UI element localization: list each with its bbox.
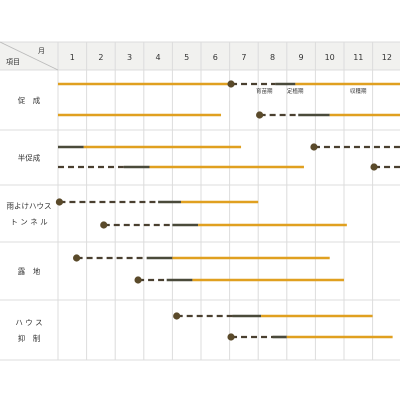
sowing-dot-4-0-0 [173,312,181,320]
group-label-0-0: 促 成 [18,95,41,105]
sowing-dot-1-0-0 [310,143,318,151]
month-tick-11: 11 [353,53,363,62]
group-label-4-1: 抑 制 [18,333,41,343]
phase-label-harvest: 収穫期 [350,87,367,95]
phase-label-planting: 定植期 [287,87,304,95]
month-ticks: 1 2 3 4 5 6 7 8 9 10 11 12 [70,53,392,62]
sowing-dot-0-1-0 [256,111,264,119]
sowing-dot-2-1-0 [100,221,108,229]
header-diagonal [0,41,59,71]
month-tick-10: 10 [325,53,335,62]
group-label-1-0: 半促成 [18,153,41,163]
group-label-2-0: 雨よけハウス [7,202,52,211]
header-background [0,42,400,70]
item-header-label: 項目 [6,58,20,66]
group-label-3-0: 露 地 [18,266,41,276]
sowing-dot-0-0-0 [227,80,235,88]
month-tick-3: 3 [127,53,132,62]
month-tick-1: 1 [70,53,75,62]
sowing-dot-1-1-0 [370,163,378,171]
sowing-dot-2-0-0 [55,198,64,206]
month-tick-2: 2 [98,53,103,62]
group-label-2-1: ト ン ネ ル [10,218,48,227]
month-tick-5: 5 [184,53,189,62]
month-tick-7: 7 [241,53,246,62]
group-label-4-0: ハ ウ ス [15,318,42,327]
phase-label-nursery: 育苗期 [256,87,273,95]
month-tick-8: 8 [270,53,275,62]
month-tick-12: 12 [382,53,392,62]
month-tick-6: 6 [213,53,218,62]
month-tick-9: 9 [299,53,304,62]
month-header-label: 月 [38,47,45,55]
month-tick-4: 4 [156,53,161,62]
schedule-bars [55,80,400,341]
sowing-dot-4-1-0 [227,333,235,341]
sowing-dot-3-1-0 [134,276,142,284]
sowing-dot-3-0-0 [72,254,81,262]
